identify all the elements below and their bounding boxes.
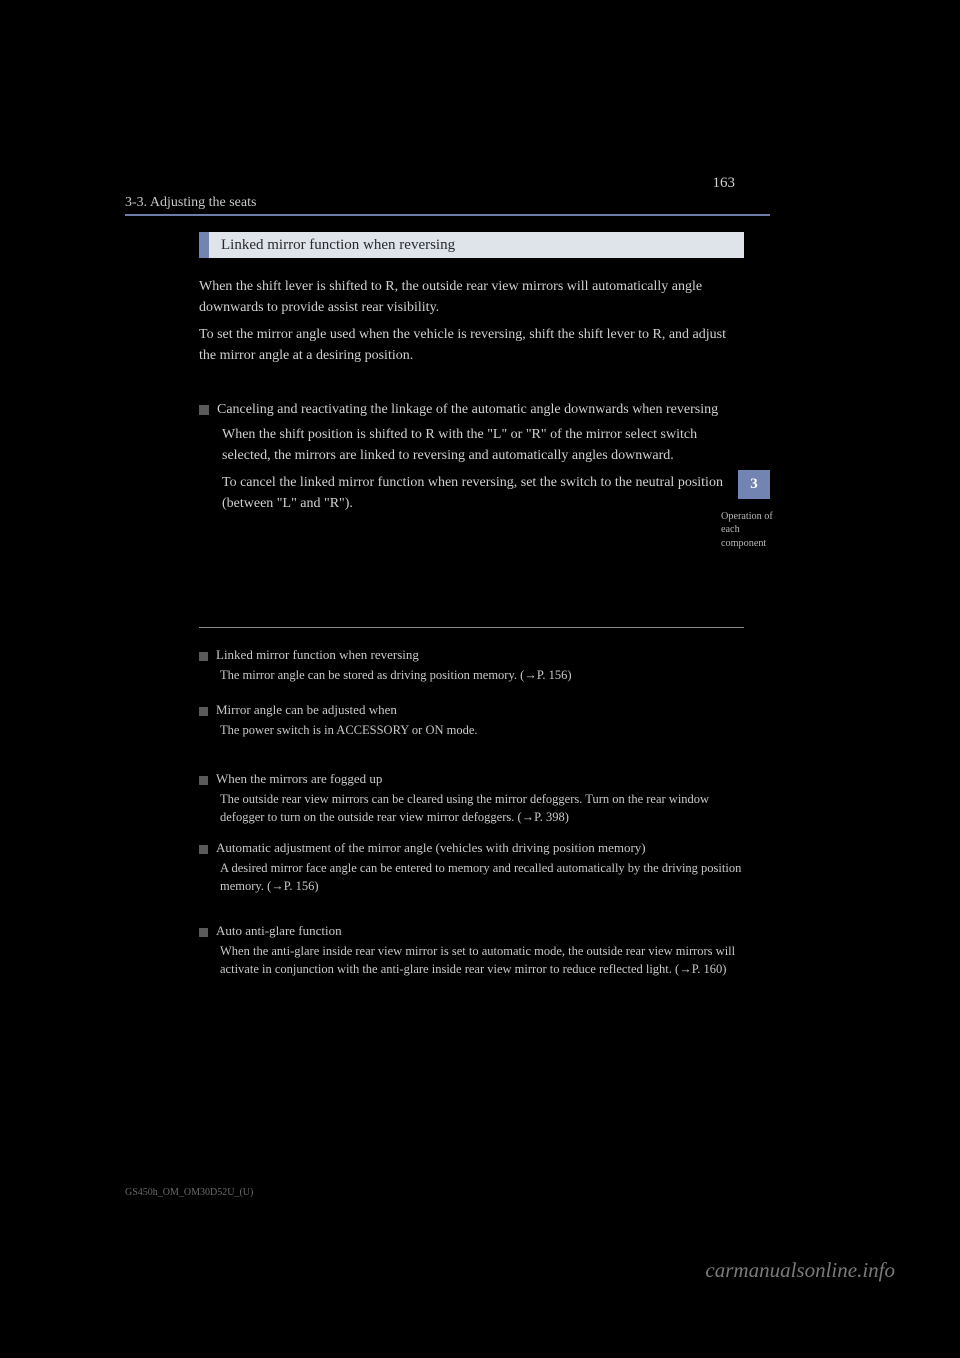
note-mirrors-fogged: When the mirrors are fogged up The outsi… (199, 771, 744, 826)
square-bullet-icon (199, 776, 208, 785)
document-code: GS450h_OM_OM30D52U_(U) (125, 1187, 253, 1198)
page-number: 163 (713, 175, 736, 192)
section-title-box: Linked mirror function when reversing (199, 232, 744, 258)
note-auto-adjustment: Automatic adjustment of the mirror angle… (199, 840, 744, 895)
subsection-title: Canceling and reactivating the linkage o… (199, 402, 744, 418)
note-title: When the mirrors are fogged up (199, 771, 744, 787)
section-title-text: Linked mirror function when reversing (221, 237, 455, 254)
note-title: Mirror angle can be adjusted when (199, 702, 744, 718)
subsection-p1: When the shift position is shifted to R … (222, 424, 744, 466)
note-body: The mirror angle can be stored as drivin… (199, 666, 744, 684)
note-linked-mirror: Linked mirror function when reversing Th… (199, 647, 744, 684)
subsection-title-text: Canceling and reactivating the linkage o… (217, 402, 718, 417)
chapter-tab: 3 (738, 470, 770, 499)
note-anti-glare: Auto anti-glare function When the anti-g… (199, 923, 744, 978)
note-title: Auto anti-glare function (199, 923, 744, 939)
subsection-body: When the shift position is shifted to R … (199, 424, 744, 514)
note-body: When the anti-glare inside rear view mir… (199, 942, 744, 978)
subsection-canceling: Canceling and reactivating the linkage o… (199, 402, 744, 520)
note-title-text: Mirror angle can be adjusted when (216, 702, 397, 717)
note-mirror-angle: Mirror angle can be adjusted when The po… (199, 702, 744, 739)
watermark: carmanualsonline.info (705, 1258, 895, 1283)
square-bullet-icon (199, 405, 209, 415)
note-body: The power switch is in ACCESSORY or ON m… (199, 721, 744, 739)
square-bullet-icon (199, 928, 208, 937)
subsection-p2: To cancel the linked mirror function whe… (222, 472, 744, 514)
square-bullet-icon (199, 652, 208, 661)
section-header: 3-3. Adjusting the seats (125, 195, 770, 216)
note-title-text: Auto anti-glare function (216, 923, 342, 938)
square-bullet-icon (199, 845, 208, 854)
intro-p2: To set the mirror angle used when the ve… (199, 324, 744, 366)
note-title: Automatic adjustment of the mirror angle… (199, 840, 744, 856)
chapter-label: Operation of each component (721, 510, 785, 550)
note-title-text: Linked mirror function when reversing (216, 647, 419, 662)
square-bullet-icon (199, 707, 208, 716)
note-body: The outside rear view mirrors can be cle… (199, 790, 744, 826)
intro-paragraphs: When the shift lever is shifted to R, th… (199, 276, 744, 372)
note-body: A desired mirror face angle can be enter… (199, 859, 744, 895)
note-title: Linked mirror function when reversing (199, 647, 744, 663)
horizontal-divider (199, 627, 744, 628)
note-title-text: When the mirrors are fogged up (216, 771, 382, 786)
note-title-text: Automatic adjustment of the mirror angle… (216, 840, 646, 855)
intro-p1: When the shift lever is shifted to R, th… (199, 276, 744, 318)
